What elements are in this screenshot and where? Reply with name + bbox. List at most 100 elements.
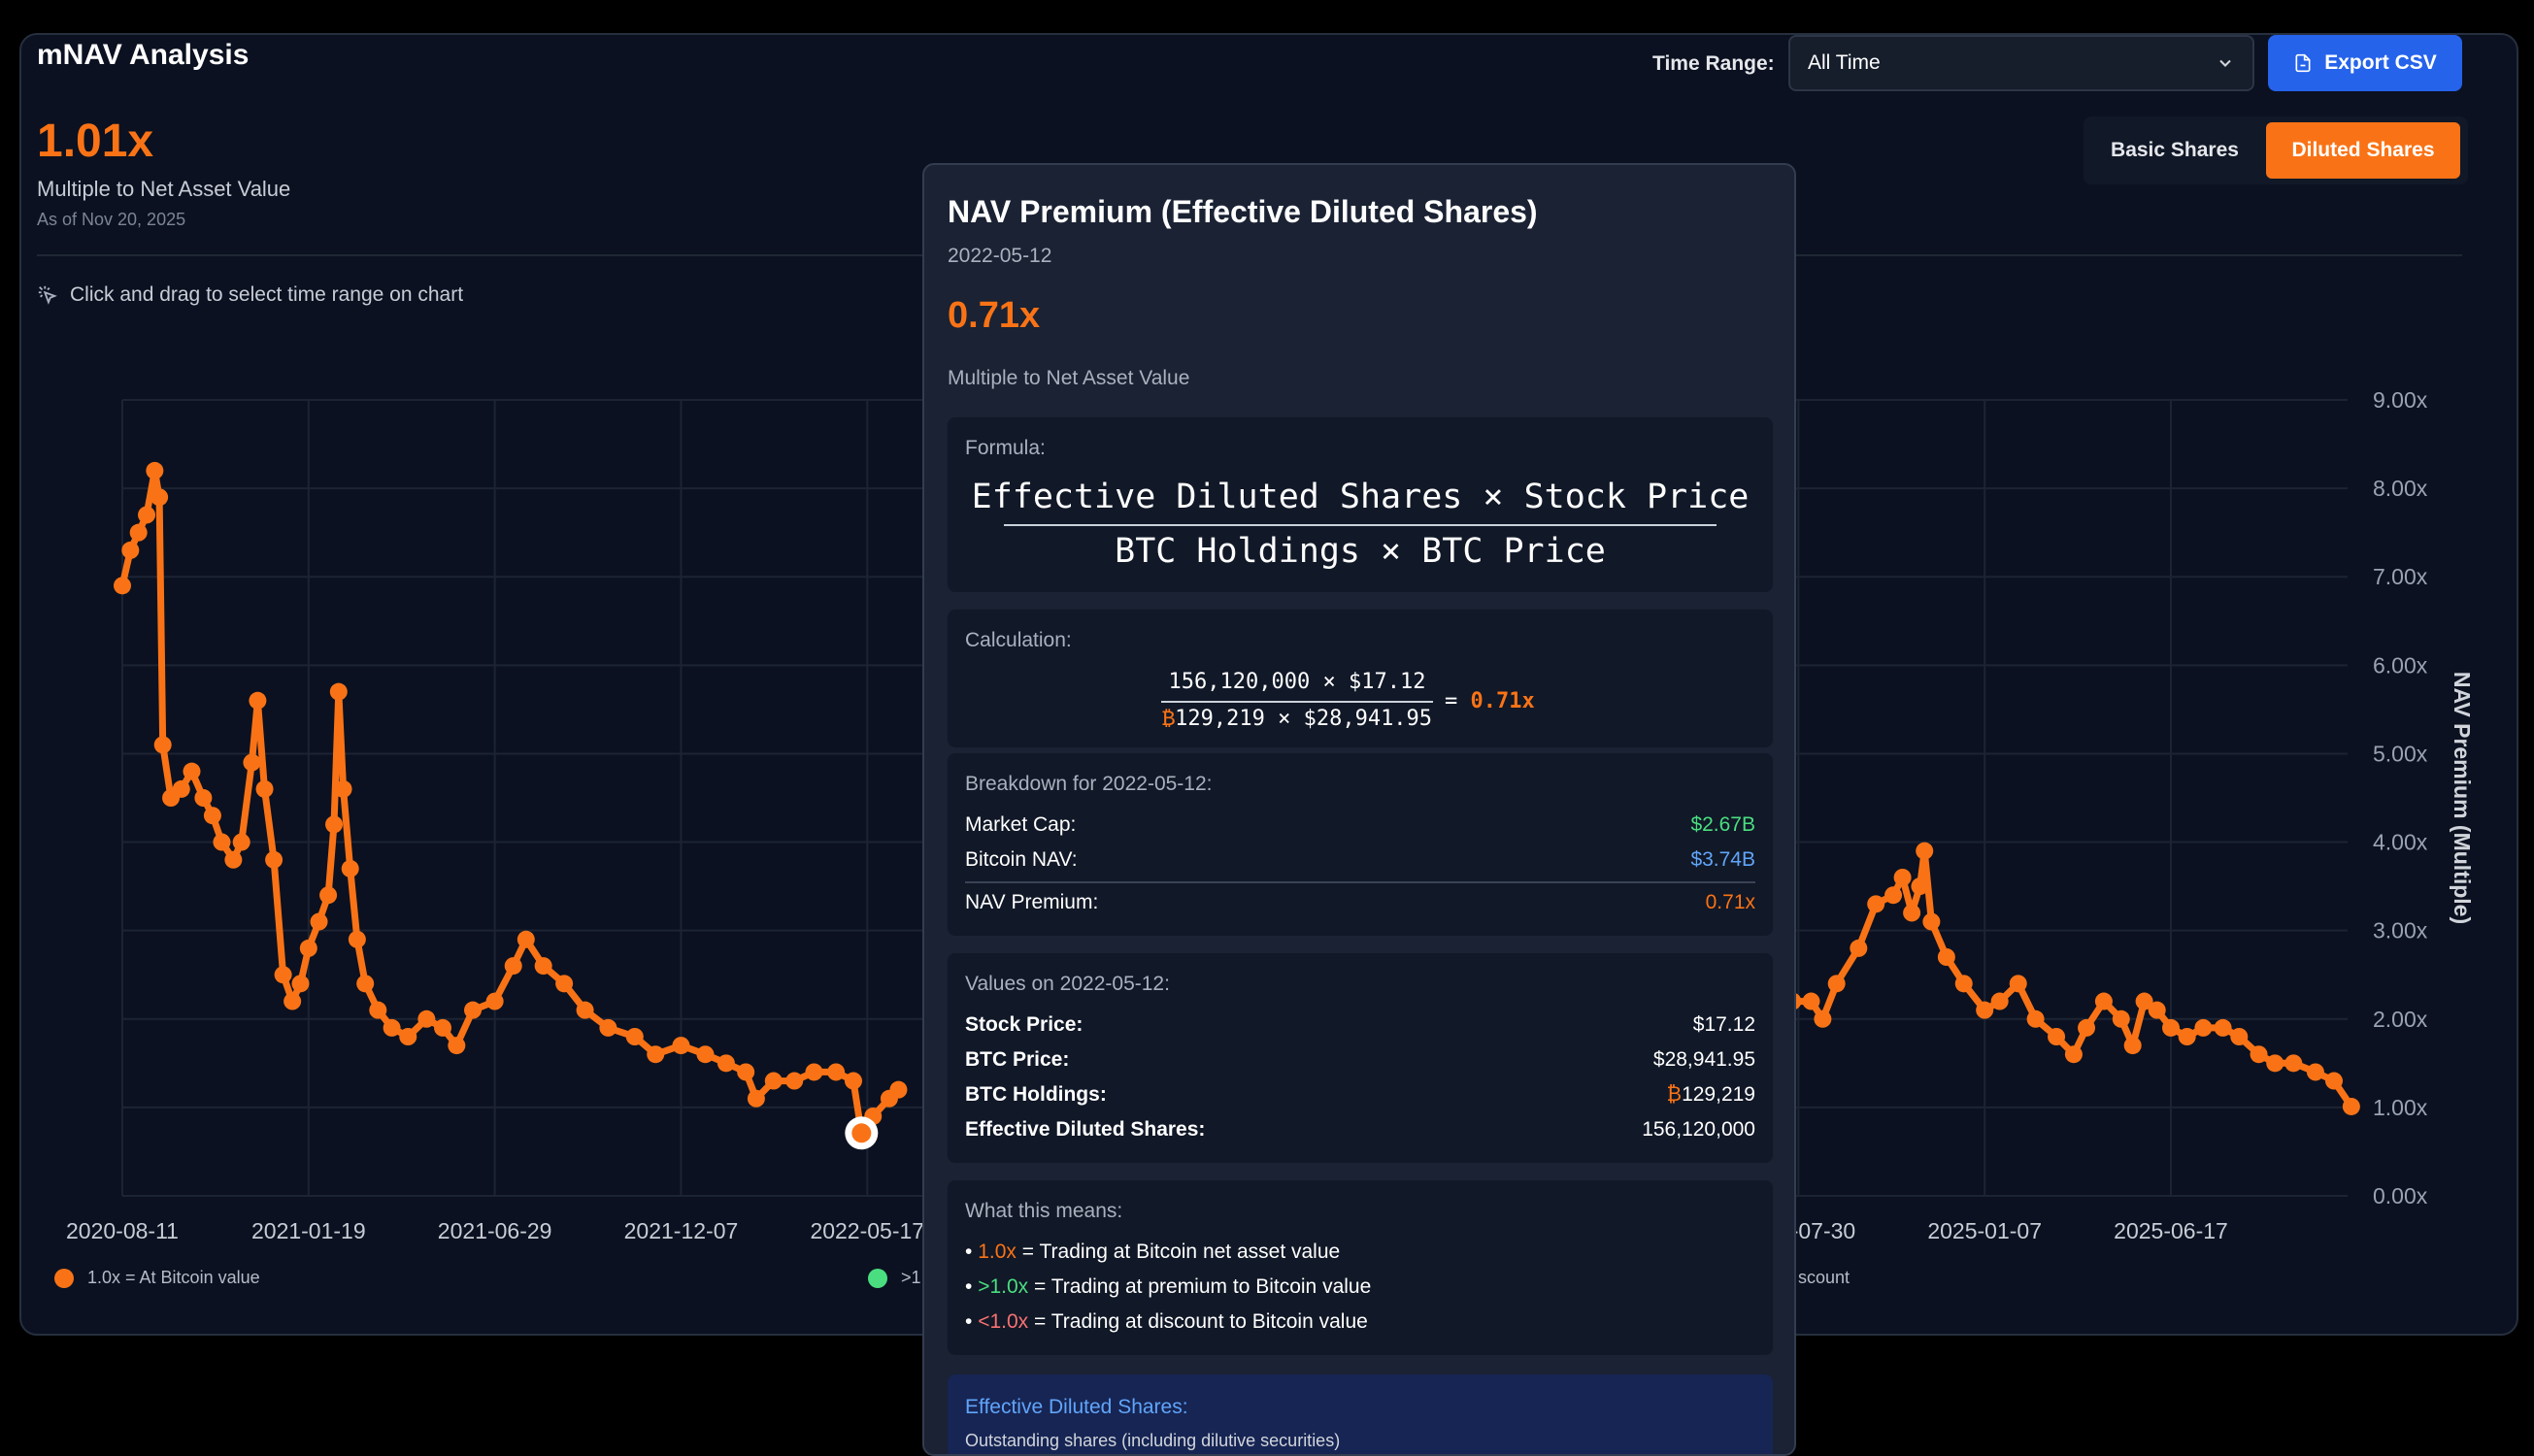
meaning-at-key: 1.0x (978, 1241, 1017, 1263)
data-point (1814, 1009, 1832, 1028)
shares-value: 156,120,000 (1642, 1118, 1755, 1141)
meaning-premium: • >1.0x = Trading at premium to Bitcoin … (965, 1275, 1371, 1299)
page-title: mNAV Analysis (37, 39, 250, 71)
data-point (599, 1018, 617, 1037)
data-point (153, 736, 172, 754)
basic-shares-button[interactable]: Basic Shares (2111, 139, 2239, 161)
data-point (341, 859, 359, 877)
legend-label: >1. (901, 1268, 926, 1287)
data-point (2112, 1009, 2130, 1028)
data-point (243, 753, 261, 772)
export-csv-button[interactable]: Export CSV (2268, 35, 2462, 91)
x-tick-label: 2021-01-19 (251, 1218, 366, 1243)
time-range-select[interactable]: All Time (1788, 35, 2254, 91)
data-point (183, 762, 201, 780)
y-tick-label: 3.00x (2373, 918, 2428, 943)
legend-dot (54, 1268, 74, 1288)
calculation-box: Calculation: 156,120,000 × $17.12 ₿129,2… (948, 610, 1773, 747)
data-point (504, 957, 522, 976)
data-point (224, 850, 243, 869)
data-point (325, 815, 344, 834)
nav-premium-row: NAV Premium: 0.71x (965, 891, 1755, 914)
tooltip-date: 2022-05-12 (948, 245, 1052, 267)
legend-item-at-value: 1.0x = At Bitcoin value (54, 1268, 260, 1288)
bullet: • (965, 1310, 973, 1333)
data-point (1937, 948, 1955, 966)
drag-hint-text: Click and drag to select time range on c… (70, 283, 464, 306)
share-type-toggle: Basic Shares Diluted Shares (2084, 116, 2468, 184)
data-point (2135, 992, 2153, 1010)
as-of-date: As of Nov 20, 2025 (37, 210, 186, 229)
data-point (232, 833, 250, 851)
data-point (255, 779, 274, 798)
data-point (2250, 1045, 2268, 1064)
data-point (203, 807, 221, 825)
data-point (2009, 975, 2027, 993)
y-tick-label: 8.00x (2373, 476, 2428, 501)
data-point (1911, 877, 1929, 896)
y-tick-label: 9.00x (2373, 387, 2428, 413)
data-point (1976, 1001, 1994, 1019)
btc-price-value: $28,941.95 (1652, 1048, 1755, 1071)
values-box: Values on 2022-05-12: Stock Price: $17.1… (948, 953, 1773, 1163)
bullet: • (965, 1275, 973, 1298)
bitcoin-nav-label: Bitcoin NAV: (965, 848, 1078, 871)
shares-label: Effective Diluted Shares: (965, 1118, 1206, 1141)
data-point (334, 779, 352, 798)
diluted-shares-button[interactable]: Diluted Shares (2266, 122, 2460, 179)
data-point (1954, 975, 1973, 993)
data-point (647, 1045, 665, 1064)
data-point (534, 957, 552, 976)
info-title: Effective Diluted Shares: (965, 1396, 1188, 1418)
data-point (2064, 1045, 2083, 1064)
data-point (194, 789, 213, 807)
data-point (672, 1037, 690, 1055)
btc-holdings-label: BTC Holdings: (965, 1083, 1107, 1106)
data-point (717, 1054, 735, 1073)
data-point (283, 992, 302, 1010)
export-csv-label: Export CSV (2324, 51, 2437, 74)
data-point (1802, 992, 1820, 1010)
data-point (356, 975, 375, 993)
data-point (399, 1028, 417, 1045)
data-point (448, 1037, 466, 1055)
data-point (434, 1018, 452, 1037)
x-tick-label: 2021-12-07 (624, 1218, 739, 1243)
tooltip-value-label: Multiple to Net Asset Value (948, 367, 1190, 389)
meaning-box: What this means: • 1.0x = Trading at Bit… (948, 1180, 1773, 1355)
data-point (844, 1072, 862, 1090)
market-cap-label: Market Cap: (965, 813, 1077, 836)
data-point (555, 975, 574, 993)
data-point (485, 992, 504, 1010)
data-point (1990, 992, 2009, 1010)
data-point (1893, 869, 1912, 886)
x-tick-label: 2021-06-29 (438, 1218, 552, 1243)
data-point (1867, 895, 1885, 913)
data-point (383, 1018, 401, 1037)
data-point (463, 1001, 482, 1019)
data-point (114, 577, 131, 595)
y-tick-label: 0.00x (2373, 1183, 2428, 1208)
series-line (118, 467, 902, 1137)
data-point (1922, 912, 1941, 931)
data-point (213, 833, 231, 851)
meaning-discount-key: <1.0x (978, 1310, 1029, 1333)
btc-holdings-row: BTC Holdings: ₿129,219 (965, 1083, 1755, 1107)
data-point (625, 1028, 644, 1045)
file-icon (2295, 53, 2311, 73)
y-tick-label: 6.00x (2373, 652, 2428, 678)
bullet: • (965, 1241, 973, 1263)
drag-hint: Click and drag to select time range on c… (37, 283, 463, 307)
y-tick-label: 4.00x (2373, 830, 2428, 855)
data-point (747, 1089, 765, 1108)
data-point (1916, 842, 1934, 860)
data-point (576, 1001, 594, 1019)
calc-denominator: 129,219 × $28,941.95 (1175, 707, 1433, 731)
data-point (146, 461, 164, 480)
meaning-at-text: = Trading at Bitcoin net asset value (1021, 1241, 1341, 1263)
data-point (1903, 904, 1921, 922)
nav-premium-value: 0.71x (1705, 891, 1755, 913)
meaning-at-value: • 1.0x = Trading at Bitcoin net asset va… (965, 1241, 1340, 1264)
x-tick-label: 2020-08-11 (66, 1218, 179, 1243)
